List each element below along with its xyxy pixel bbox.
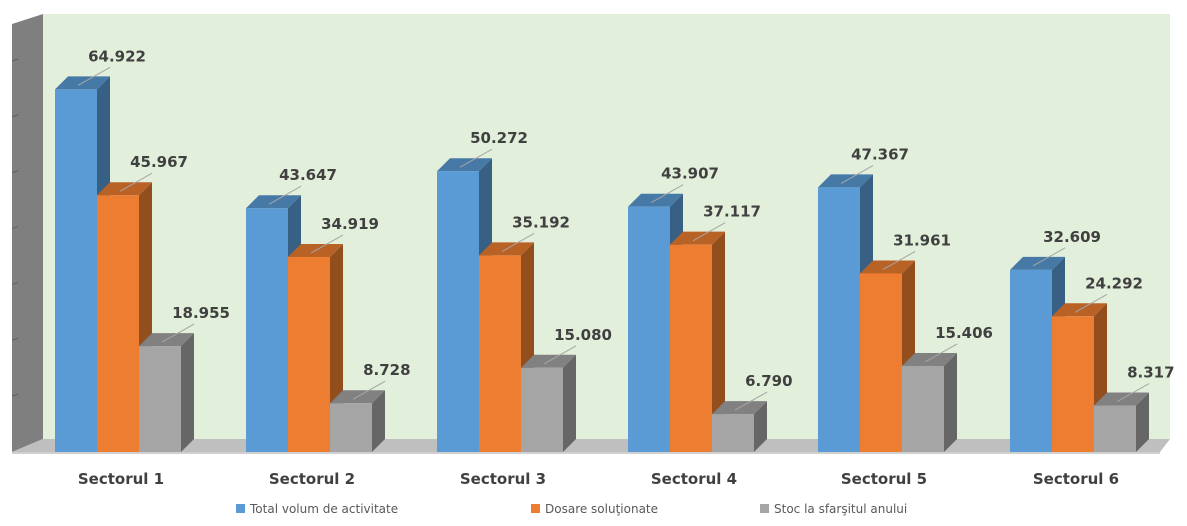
plot-back-wall xyxy=(43,14,1170,439)
data-label-leader xyxy=(924,343,958,363)
data-label: 8.317 xyxy=(1127,364,1174,382)
data-label: 34.919 xyxy=(321,215,379,233)
bar-side xyxy=(944,352,957,452)
bar xyxy=(902,352,957,452)
category-tick-label: Sectorul 6 xyxy=(1033,470,1119,488)
bar xyxy=(330,390,385,452)
data-label: 32.609 xyxy=(1043,228,1101,246)
side-wall-tick xyxy=(11,58,19,62)
side-wall-tick xyxy=(11,170,19,174)
bar-front xyxy=(1052,316,1094,452)
bar-front xyxy=(818,187,860,452)
bar-front xyxy=(712,414,754,452)
data-label: 15.406 xyxy=(935,324,993,342)
legend-swatch xyxy=(236,504,245,513)
data-label-leader xyxy=(1032,247,1066,267)
data-label-leader xyxy=(459,148,493,168)
bar xyxy=(1010,256,1065,452)
side-wall-tick xyxy=(11,393,19,397)
bar xyxy=(288,243,343,452)
plot-side-wall xyxy=(12,14,43,452)
data-label: 50.272 xyxy=(470,129,528,147)
data-label: 18.955 xyxy=(172,304,230,322)
legend-label: Dosare soluţionate xyxy=(545,502,658,516)
data-label-leader xyxy=(734,391,768,411)
data-label: 6.790 xyxy=(745,372,792,390)
side-wall-tick xyxy=(11,114,19,118)
data-label-leader xyxy=(882,251,916,270)
side-wall-tick xyxy=(11,337,19,341)
legend-label: Stoc la sfarşitul anului xyxy=(774,502,907,516)
data-label: 47.367 xyxy=(851,145,909,163)
data-label: 35.192 xyxy=(512,213,570,231)
data-label: 37.117 xyxy=(703,203,761,221)
data-label-leader xyxy=(352,380,386,400)
bar xyxy=(1094,392,1149,452)
side-wall-tick xyxy=(11,226,19,230)
bar xyxy=(479,242,534,452)
bar-front xyxy=(288,256,330,452)
data-label-leader xyxy=(268,185,302,205)
bar-front xyxy=(479,255,521,452)
data-label-leader xyxy=(840,164,874,184)
bar xyxy=(521,354,576,452)
data-label-leader xyxy=(310,234,344,254)
bar-front xyxy=(55,89,97,452)
bar-front xyxy=(860,273,902,452)
data-label: 43.647 xyxy=(279,166,337,184)
category-tick-label: Sectorul 1 xyxy=(78,470,164,488)
bar-front xyxy=(670,244,712,452)
data-label-leader xyxy=(161,323,195,343)
data-label-leader xyxy=(1116,383,1150,402)
bar-front xyxy=(437,171,479,452)
bar-side xyxy=(712,231,725,452)
data-label: 24.292 xyxy=(1085,274,1143,292)
data-label-leader xyxy=(543,345,577,365)
data-label: 43.907 xyxy=(661,165,719,183)
legend-label: Total volum de activitate xyxy=(249,502,398,516)
bar-side xyxy=(1136,392,1149,452)
bar-front xyxy=(139,346,181,452)
bar-side xyxy=(563,354,576,452)
bar-side xyxy=(754,401,767,452)
category-tick-label: Sectorul 3 xyxy=(460,470,546,488)
bar-front xyxy=(330,403,372,452)
legend-swatch xyxy=(531,504,540,513)
data-label-leader xyxy=(650,184,684,204)
bar-front xyxy=(628,206,670,452)
side-wall-tick xyxy=(11,281,19,285)
data-label-leader xyxy=(501,232,535,252)
data-label-leader xyxy=(692,222,726,242)
category-tick-label: Sectorul 5 xyxy=(841,470,927,488)
bar-front xyxy=(1094,405,1136,452)
bar-side xyxy=(181,333,194,452)
bar-side xyxy=(372,390,385,452)
bar-front xyxy=(521,367,563,452)
bar xyxy=(139,333,194,452)
data-label: 31.961 xyxy=(893,231,951,249)
data-label: 45.967 xyxy=(130,153,188,171)
bar-front xyxy=(1010,269,1052,452)
data-label-leader xyxy=(119,172,153,192)
data-label: 15.080 xyxy=(554,326,612,344)
data-label-leader xyxy=(1074,293,1108,313)
data-label: 8.728 xyxy=(363,361,410,379)
legend-swatch xyxy=(760,504,769,513)
category-tick-label: Sectorul 4 xyxy=(651,470,737,488)
data-label-leader xyxy=(77,66,111,86)
data-label: 64.922 xyxy=(88,47,146,65)
category-tick-label: Sectorul 2 xyxy=(269,470,355,488)
bar-front xyxy=(902,365,944,452)
bar xyxy=(712,401,767,452)
bar-front xyxy=(246,208,288,452)
bar-front xyxy=(97,195,139,453)
